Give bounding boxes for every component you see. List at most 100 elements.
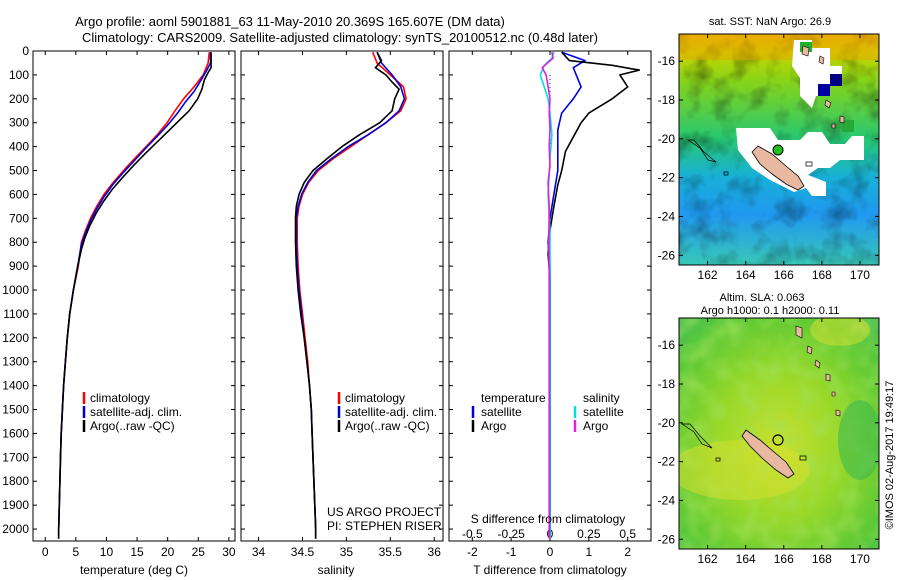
salinity-legend: climatology satellite-adj. clim. Argo(..…	[337, 391, 437, 433]
map-y-tick-label: -18	[658, 377, 676, 391]
y-tick-label: 400	[9, 140, 29, 154]
y-tick-label: 1900	[2, 498, 29, 512]
s-tick-label: 0.25	[577, 527, 601, 541]
sst-map	[679, 34, 879, 265]
temperature-panel-frame	[32, 50, 236, 542]
map-x-tick-label: 162	[698, 268, 718, 282]
x-tick-label: 36	[428, 545, 442, 559]
map-y-tick-label: -26	[658, 248, 676, 262]
y-tick-label: 1600	[2, 426, 29, 440]
s-tick-label: -0.5	[462, 527, 483, 541]
salinity-axis-label: salinity	[318, 563, 355, 577]
x-tick-label: 34	[252, 545, 266, 559]
y-tick-label: 0	[22, 44, 29, 58]
y-tick-label: 200	[9, 92, 29, 106]
figure-title-line2: Climatology: CARS2009. Satellite-adjuste…	[82, 30, 598, 45]
y-tick-label: 300	[9, 116, 29, 130]
temperature-axis-label: temperature (deg C)	[80, 563, 188, 577]
y-tick-label: 100	[9, 68, 29, 82]
x-tick-label: 0	[42, 545, 49, 559]
map-y-tick-label: -20	[658, 132, 676, 146]
sla-map-title: Altim. SLA: 0.063	[720, 292, 805, 304]
y-tick-label: 2000	[2, 522, 29, 536]
x-tick-label: 2	[624, 545, 631, 559]
legend-label-climatology: climatology	[90, 391, 150, 405]
x-tick-label: 1	[586, 545, 593, 559]
legend-label-argo: Argo(..raw -QC)	[345, 419, 430, 433]
new-caledonia-land	[741, 429, 795, 479]
map-y-tick-label: -22	[658, 171, 676, 185]
legend-label-t-argo: Argo	[481, 419, 507, 433]
y-tick-label: 1800	[2, 474, 29, 488]
map-x-tick-label: 164	[736, 552, 756, 566]
x-tick-label: 30	[222, 545, 236, 559]
x-tick-label: 35.5	[379, 545, 403, 559]
reef-outline	[680, 423, 807, 462]
new-caledonia-land	[751, 145, 805, 191]
y-tick-label: 1000	[2, 283, 29, 297]
map-x-tick-label: 162	[698, 552, 718, 566]
series-line-satellite-salinity	[539, 51, 555, 539]
map-x-tick-label: 168	[812, 268, 832, 282]
legend-heading-temperature: temperature	[481, 391, 546, 405]
sla-high-patch	[810, 318, 870, 346]
y-tick-label: 500	[9, 164, 29, 178]
s-tick-label: -0.25	[497, 527, 525, 541]
x-tick-label: 15	[130, 545, 144, 559]
sla-map-subtitle: Argo h1000: 0.1 h2000: 0.11	[701, 305, 840, 317]
y-tick-label: 1700	[2, 450, 29, 464]
sla-map-axes: 162 164 166 168 170 -16 -18 -20 -22 -24 -26	[658, 318, 879, 566]
sst-pixel	[842, 120, 854, 132]
sst-nodata-mask	[736, 128, 864, 196]
temperature-legend: climatology satellite-adj. clim. Argo(..…	[82, 391, 182, 433]
legend-label-argo: Argo(..raw -QC)	[90, 419, 175, 433]
x-tick-label: 35	[340, 545, 354, 559]
map-x-tick-label: 166	[774, 268, 794, 282]
series-layer	[57, 51, 641, 539]
y-tick-label: 700	[9, 211, 29, 225]
salinity-panel-frame	[240, 50, 444, 542]
x-tick-label: -1	[506, 545, 517, 559]
legend-label-satellite: satellite-adj. clim.	[90, 405, 182, 419]
x-tick-label: 10	[100, 545, 114, 559]
vanuatu-islands	[801, 45, 845, 129]
x-tick-label: 0	[547, 545, 554, 559]
y-tick-label: 1200	[2, 331, 29, 345]
sla-low-patch	[838, 400, 879, 480]
map-x-tick-label: 164	[736, 268, 756, 282]
y-tick-label: 1100	[3, 307, 29, 321]
legend-label-s-satellite: satellite	[583, 405, 624, 419]
map-y-tick-label: -18	[658, 93, 676, 107]
map-x-tick-label: 168	[812, 552, 832, 566]
vanuatu-islands	[795, 325, 841, 417]
difference-legend: temperature satellite Argo salinity sate…	[471, 391, 624, 433]
figure-title-line1: Argo profile: aoml 5901881_63 11-May-201…	[75, 14, 505, 29]
map-y-tick-label: -16	[658, 54, 676, 68]
sst-map-title: sat. SST: NaN Argo: 26.9	[709, 16, 831, 28]
sla-map	[679, 318, 879, 549]
legend-heading-salinity: salinity	[583, 391, 620, 405]
imos-timestamp: ©IMOS 02-Aug-2017 19:49:17	[884, 381, 896, 530]
series-line-argo-raw-qc-	[294, 51, 400, 539]
y-tick-label: 800	[9, 235, 29, 249]
s-tick-label: 0.5	[619, 527, 636, 541]
series-line-argo-temperature	[547, 51, 641, 539]
map-y-tick-label: -26	[658, 532, 676, 546]
sst-cold-pixel	[830, 74, 842, 86]
series-line-satellite-adj-clim-	[57, 52, 212, 539]
map-y-tick-label: -22	[658, 455, 676, 469]
map-y-tick-label: -24	[658, 209, 676, 223]
argo-float-marker	[772, 434, 784, 446]
sst-map-frame	[678, 33, 880, 266]
legend-label-s-argo: Argo	[583, 419, 609, 433]
x-tick-label: 25	[192, 545, 206, 559]
sst-warm-band	[679, 34, 879, 60]
map-x-tick-label: 166	[774, 552, 794, 566]
y-tick-label: 1300	[2, 355, 29, 369]
series-line-argo-raw-qc-	[57, 52, 212, 539]
map-y-tick-label: -24	[658, 493, 676, 507]
y-tick-label: 1400	[2, 379, 29, 393]
x-tick-label: 34.5	[291, 545, 315, 559]
axis-layer: 0 5 10 15 20 25 300100200300400500600700800900…	[2, 44, 651, 559]
